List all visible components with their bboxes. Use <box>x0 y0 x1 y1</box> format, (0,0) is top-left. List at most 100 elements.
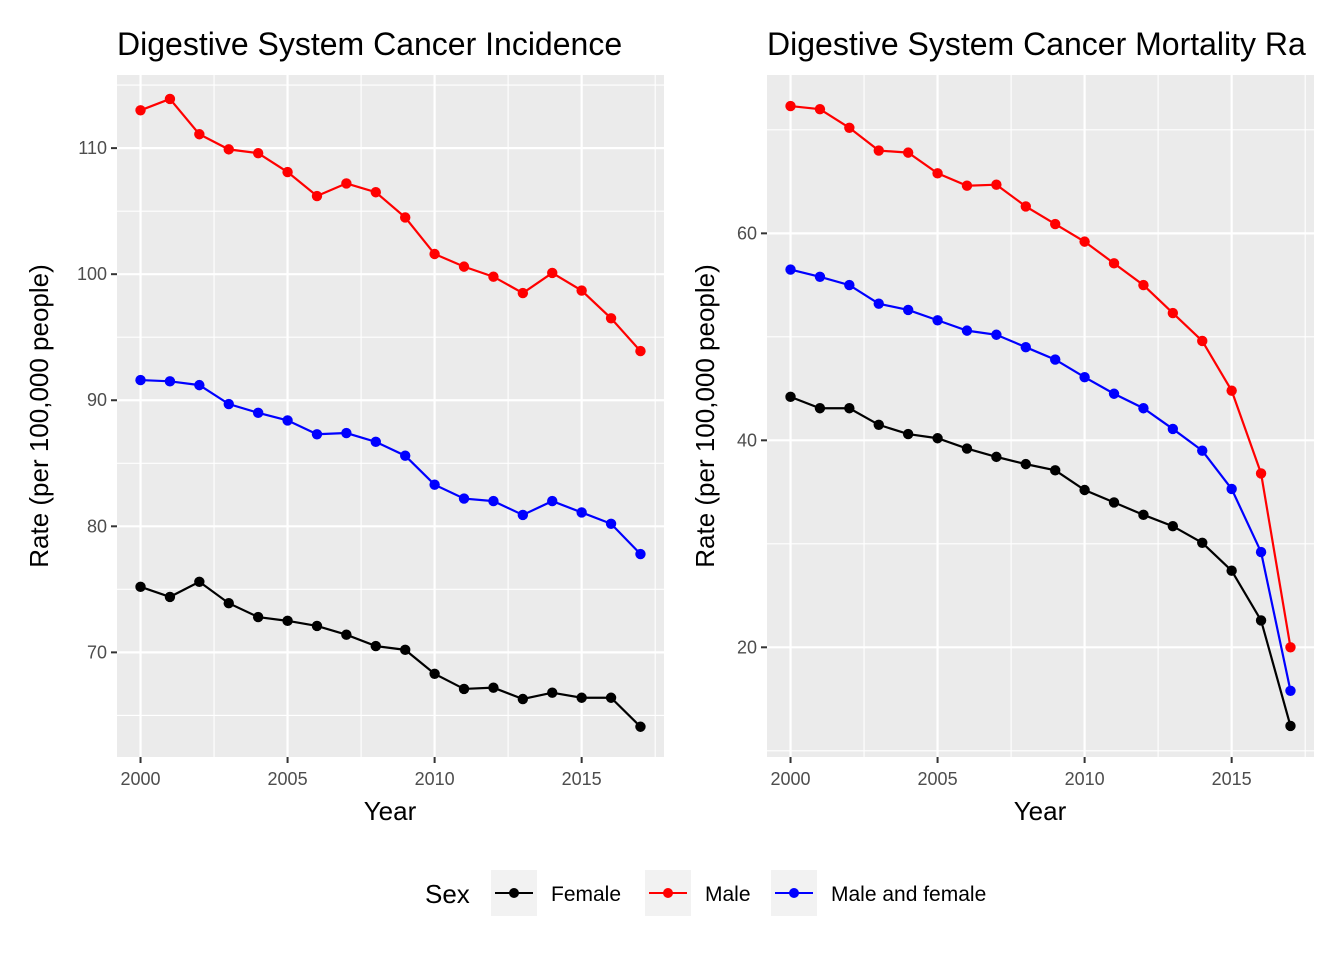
legend-label-male-and-female: Male and female <box>831 883 986 906</box>
mortality-data-point-male <box>1197 335 1208 347</box>
mortality-series-line-female <box>790 395 1292 727</box>
incidence-data-point-male-and-female <box>252 407 264 419</box>
mortality-series-line-male <box>790 104 1292 648</box>
mortality-data-point-female <box>1285 720 1296 732</box>
legend-point-male-and-female <box>789 888 799 898</box>
mortality-data-point-male <box>932 168 943 179</box>
mortality-data-point-male-and-female <box>961 325 973 336</box>
mortality-x-tick-label: 2010 <box>1065 769 1105 789</box>
mortality-data-point-female <box>1138 509 1149 521</box>
incidence-series-line-male-and-female <box>140 378 642 555</box>
incidence-data-point-female <box>164 591 176 603</box>
legend-point-female <box>509 888 519 898</box>
mortality-data-point-male-and-female <box>1197 445 1208 456</box>
mortality-data-point-male <box>844 122 855 133</box>
incidence-data-point-male-and-female <box>635 548 646 560</box>
incidence-data-point-male <box>400 212 411 223</box>
legend-point-male <box>663 888 673 898</box>
incidence-data-point-female <box>458 683 470 695</box>
mortality-data-point-male-and-female <box>991 329 1002 340</box>
mortality-x-tick-label: 2000 <box>771 769 811 789</box>
incidence-data-point-male-and-female <box>429 479 440 490</box>
mortality-data-point-female <box>1226 565 1237 576</box>
incidence-data-point-male-and-female <box>517 509 529 521</box>
mortality-data-point-female <box>1255 615 1267 626</box>
incidence-data-point-male-and-female <box>488 495 499 507</box>
legend-item-female: Female <box>491 870 621 916</box>
mortality-data-point-female <box>991 451 1002 463</box>
legend-label-female: Female <box>551 883 621 906</box>
incidence-x-tick-label: 2015 <box>562 769 602 789</box>
mortality-y-axis-title: Rate (per 100,000 people) <box>690 264 720 568</box>
incidence-data-point-female <box>635 721 646 732</box>
incidence-data-point-male <box>635 345 646 357</box>
incidence-series-group <box>135 93 646 732</box>
incidence-data-point-male <box>252 147 264 159</box>
mortality-gridlines <box>767 75 1314 757</box>
mortality-data-point-male <box>873 145 884 156</box>
mortality-data-point-male-and-female <box>844 279 855 291</box>
legend-item-male-and-female: Male and female <box>771 870 986 916</box>
incidence-data-point-male-and-female <box>370 436 381 448</box>
incidence-gridlines <box>117 75 664 757</box>
incidence-data-point-male <box>311 190 323 202</box>
legend-label-male: Male <box>705 883 751 906</box>
mortality-chart: Digestive System Cancer Mortality Ra 20 4… <box>690 26 1314 826</box>
mortality-data-point-female <box>1020 458 1031 470</box>
incidence-data-point-male <box>282 166 293 178</box>
incidence-data-point-male-and-female <box>311 429 323 440</box>
incidence-data-point-male-and-female <box>194 379 205 391</box>
mortality-data-point-male-and-female <box>785 264 796 275</box>
incidence-x-tick-label: 2000 <box>121 769 161 789</box>
mortality-data-point-male <box>991 179 1002 190</box>
incidence-y-tick-label: 90 <box>87 390 107 410</box>
mortality-data-point-female <box>1050 465 1061 476</box>
incidence-data-point-male <box>223 144 234 155</box>
mortality-data-point-female <box>873 419 884 430</box>
mortality-plot-area <box>767 75 1314 757</box>
mortality-data-point-male-and-female <box>1167 423 1179 435</box>
incidence-data-point-male <box>341 178 352 189</box>
mortality-data-point-female <box>1079 484 1090 496</box>
mortality-data-point-male-and-female <box>902 304 914 316</box>
incidence-data-point-female <box>400 644 411 656</box>
incidence-y-tick-label: 100 <box>77 264 107 284</box>
incidence-data-point-female <box>252 611 264 623</box>
mortality-y-axis: 20 40 60 <box>737 223 767 657</box>
mortality-data-point-male <box>814 103 826 115</box>
incidence-y-tick-label: 70 <box>87 642 107 662</box>
incidence-data-point-female <box>311 620 323 632</box>
mortality-data-point-male-and-female <box>1108 388 1120 399</box>
incidence-data-point-male <box>547 267 558 279</box>
incidence-data-point-male <box>135 105 146 116</box>
incidence-data-point-female <box>605 692 617 703</box>
incidence-plot-area <box>117 75 664 757</box>
mortality-data-point-male <box>1079 236 1090 247</box>
incidence-data-point-male <box>370 187 381 198</box>
incidence-chart: Digestive System Cancer Incidence 70 80 90… <box>24 26 664 826</box>
mortality-data-point-male <box>1226 385 1237 396</box>
incidence-series-line-male <box>140 97 642 352</box>
mortality-data-point-male-and-female <box>1138 403 1149 414</box>
incidence-data-point-female <box>576 692 587 703</box>
mortality-x-tick-label: 2015 <box>1212 769 1252 789</box>
incidence-data-point-female <box>517 693 529 705</box>
incidence-data-point-male-and-female <box>223 398 234 410</box>
mortality-data-point-male <box>1108 258 1120 269</box>
incidence-x-axis-title: Year <box>364 796 417 826</box>
mortality-data-point-male-and-female <box>1226 483 1237 495</box>
mortality-data-point-male <box>1138 279 1149 291</box>
mortality-chart-title: Digestive System Cancer Mortality Ra <box>767 26 1306 62</box>
incidence-data-point-male-and-female <box>164 376 176 387</box>
incidence-x-axis: 2000 2005 2010 2015 <box>121 757 602 789</box>
mortality-data-point-female <box>1197 537 1208 548</box>
mortality-data-point-female <box>844 403 855 414</box>
incidence-data-point-female <box>341 629 352 640</box>
mortality-data-point-female <box>1108 497 1120 508</box>
incidence-data-point-female <box>488 682 499 693</box>
incidence-y-tick-label: 110 <box>78 138 107 158</box>
mortality-series-line-male-and-female <box>790 268 1292 691</box>
incidence-x-tick-label: 2010 <box>415 769 455 789</box>
mortality-data-point-male <box>1255 468 1267 479</box>
incidence-data-point-male <box>605 313 617 324</box>
